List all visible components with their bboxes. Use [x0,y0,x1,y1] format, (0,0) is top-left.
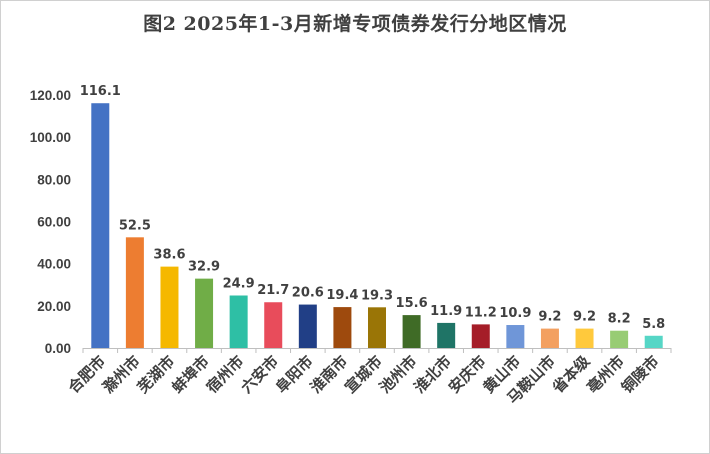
data-label: 5.8 [642,317,665,332]
x-tick-label: 宿州市 [203,352,248,397]
data-label: 11.9 [430,304,462,319]
data-label: 20.6 [292,286,324,301]
data-label: 52.5 [119,218,151,233]
x-tick-label: 省本级 [548,351,594,397]
x-tick-label: 六安市 [238,352,283,397]
bar-11 [437,322,456,348]
bar-14 [540,328,559,348]
y-tick-label: 40.00 [37,257,71,272]
data-label: 9.2 [538,310,561,325]
x-tick-label: 铜陵市 [618,352,663,397]
data-label: 38.6 [153,248,185,263]
x-tick-label: 淮北市 [410,352,455,397]
bar-1 [91,103,110,348]
chart-title: 图2 2025年1-3月新增专项债券发行分地区情况 [143,13,567,35]
bar-8 [333,307,352,348]
x-tick-label: 亳州市 [583,352,628,397]
data-label: 10.9 [499,306,531,321]
bar-6 [264,302,283,348]
bar-9 [368,307,386,348]
bar-17 [644,335,663,348]
y-tick-label: 0.00 [45,341,71,356]
x-tick-label: 安庆市 [445,352,490,397]
bar-13 [506,325,525,348]
bar-12 [471,324,490,348]
bar-7 [298,304,317,348]
x-tick-label: 宣城市 [341,352,386,397]
data-label: 9.2 [573,310,596,325]
bar-5 [229,295,248,348]
bar-2 [125,237,144,348]
bar-10 [402,315,421,348]
y-tick-label: 20.00 [37,299,71,314]
data-label: 15.6 [396,296,428,311]
y-tick-label: 60.00 [37,215,71,230]
data-label: 24.9 [223,277,255,292]
x-tick-label: 合肥市 [64,352,109,397]
data-label: 116.1 [80,84,121,99]
bar-16 [610,330,629,348]
x-tick-label: 滁州市 [99,352,144,397]
data-label: 11.2 [465,305,497,320]
bar-4 [195,278,214,348]
data-label: 8.2 [608,312,631,327]
bar-15 [575,328,594,348]
y-tick-label: 120.00 [30,88,71,103]
data-label: 21.7 [257,283,289,298]
x-tick-label: 池州市 [376,352,421,397]
y-tick-label: 80.00 [37,172,71,187]
data-label: 32.9 [188,260,220,275]
bar-3 [160,266,179,348]
x-tick-label: 阜阳市 [272,352,317,397]
x-tick-label: 淮南市 [307,352,352,397]
y-tick-label: 100.00 [30,130,71,145]
data-label: 19.3 [361,288,393,303]
x-tick-label: 芜湖市 [134,352,179,397]
data-label: 19.4 [326,288,358,303]
x-tick-label: 蚌埠市 [168,352,213,397]
